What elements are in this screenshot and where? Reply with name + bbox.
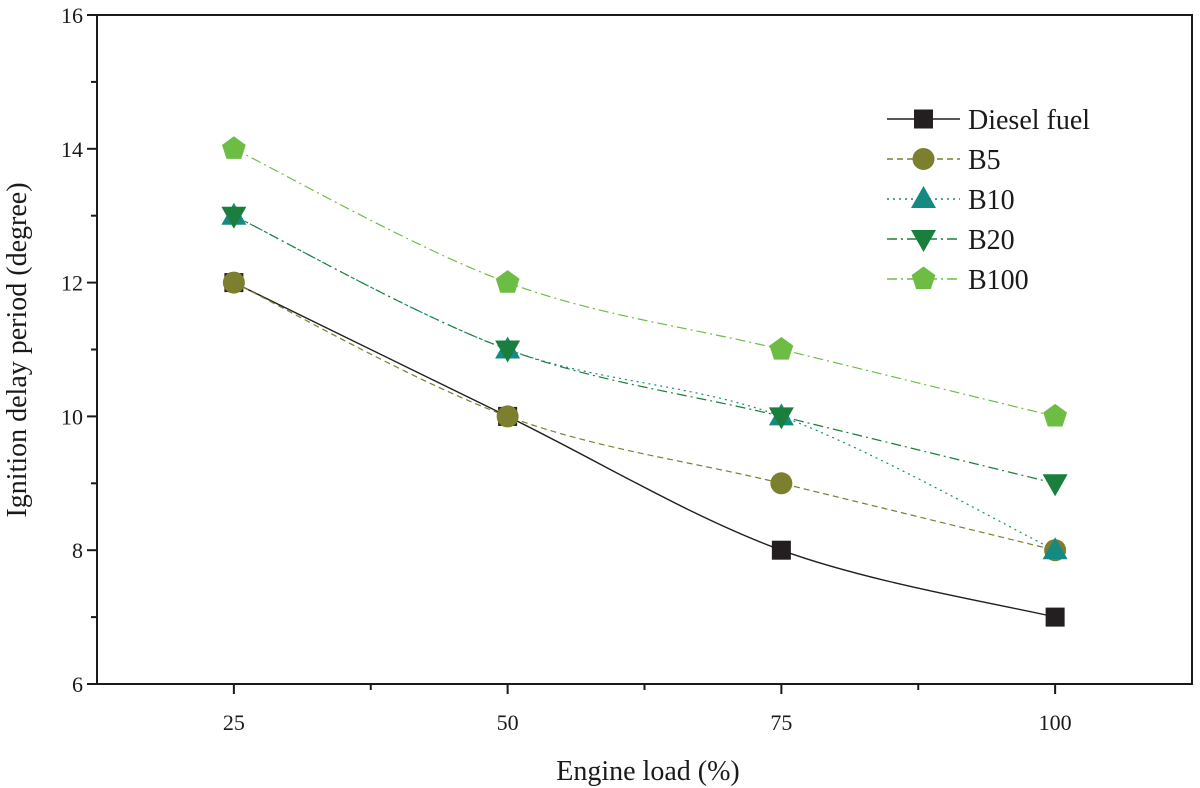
x-axis-title: Engine load (%) bbox=[556, 756, 740, 787]
data-point-b20 bbox=[1042, 474, 1068, 497]
series-line-diesel-fuel bbox=[233, 281, 1056, 618]
series-line-b20 bbox=[233, 215, 1056, 484]
data-point-b5 bbox=[222, 271, 245, 294]
legend-label-diesel-fuel: Diesel fuel bbox=[968, 105, 1090, 136]
data-point-b20 bbox=[495, 340, 521, 363]
data-point-diesel-fuel bbox=[771, 540, 791, 560]
data-point-b100 bbox=[769, 337, 794, 360]
data-point-b100 bbox=[221, 136, 246, 159]
data-point-b20 bbox=[768, 407, 794, 430]
series-markers bbox=[221, 136, 1068, 627]
axes: 25 50 75 100 6 8 10 12 14 16 bbox=[61, 3, 1193, 735]
x-tick-label: 50 bbox=[497, 710, 519, 735]
data-point-diesel-fuel bbox=[1045, 607, 1065, 627]
data-point-b20 bbox=[221, 206, 247, 229]
data-point-b100 bbox=[1043, 403, 1068, 427]
x-tick-label: 25 bbox=[223, 710, 245, 735]
legend-marker-b10 bbox=[911, 186, 936, 208]
y-tick-label: 10 bbox=[61, 404, 83, 429]
legend-marker-diesel-fuel bbox=[914, 109, 933, 129]
data-point-b10 bbox=[1042, 537, 1068, 560]
y-tick-label: 6 bbox=[72, 672, 83, 697]
y-tick-label: 16 bbox=[61, 3, 83, 28]
y-tick-label: 8 bbox=[72, 538, 83, 563]
legend-marker-b5 bbox=[912, 148, 935, 170]
series-line-b5 bbox=[233, 282, 1056, 551]
data-point-b100 bbox=[495, 270, 520, 293]
data-point-b5 bbox=[770, 472, 793, 495]
x-tick-label: 100 bbox=[1039, 710, 1072, 735]
series-lines bbox=[233, 148, 1056, 618]
legend-marker-b20 bbox=[911, 230, 936, 252]
legend-label-b20: B20 bbox=[968, 225, 1015, 256]
y-axis-title: Ignition delay period (degree) bbox=[2, 182, 33, 517]
legend-label-b100: B100 bbox=[968, 265, 1029, 296]
legend: Diesel fuel B5 B10 B20 B100 bbox=[887, 105, 1090, 296]
legend-marker-b100 bbox=[911, 266, 936, 290]
series-line-b100 bbox=[233, 148, 1056, 417]
data-point-b5 bbox=[496, 405, 519, 428]
legend-label-b5: B5 bbox=[968, 145, 1001, 176]
y-tick-label: 14 bbox=[61, 137, 83, 162]
x-tick-label: 75 bbox=[770, 710, 792, 735]
series-line-b10 bbox=[233, 215, 1056, 551]
y-tick-label: 12 bbox=[61, 271, 83, 296]
legend-label-b10: B10 bbox=[968, 185, 1015, 216]
